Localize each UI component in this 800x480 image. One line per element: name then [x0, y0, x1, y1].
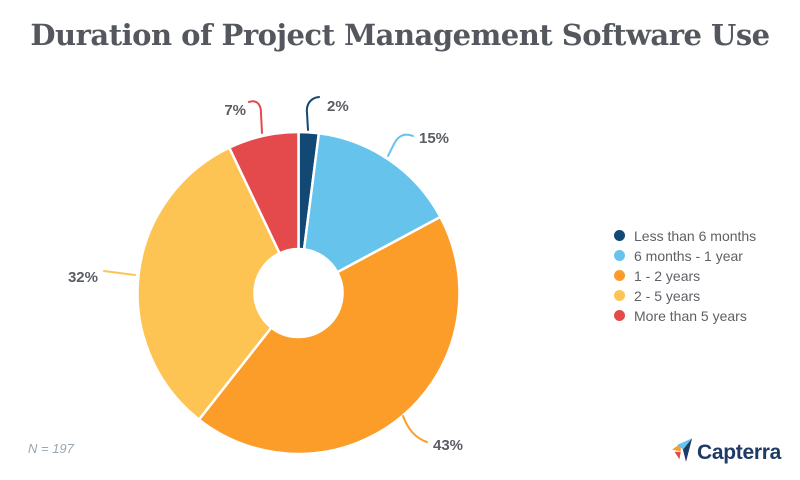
legend-label: More than 5 years [634, 307, 747, 324]
legend-dot-icon [614, 290, 625, 302]
legend-item-3[interactable]: 2 - 5 years [614, 289, 756, 303]
legend-dot-icon [614, 230, 625, 242]
donut-slice-3[interactable] [136, 146, 281, 421]
pct-label-more-than-5-years: 7% [224, 102, 246, 119]
capterra-logo: Capterra [672, 438, 781, 463]
pct-label-1-2-years: 43% [433, 437, 463, 454]
legend-dot-icon [614, 250, 625, 262]
legend-item-2[interactable]: 1 - 2 years [614, 269, 756, 283]
donut-slice-4[interactable] [228, 130, 300, 255]
legend-label: Less than 6 months [634, 227, 757, 244]
donut-slices [136, 130, 461, 456]
pct-label-less-than-6-months: 2% [327, 98, 349, 115]
sample-size-note: N = 197 [28, 441, 74, 456]
capterra-arrow-icon [672, 438, 693, 462]
callout-line-less-than-6-months [305, 96, 320, 131]
legend-dot-icon [614, 270, 625, 282]
chart-legend: Less than 6 months 6 months - 1 year 1 - 2… [614, 229, 756, 323]
callout-line-6-months-1-year [387, 133, 414, 157]
legend-label: 1 - 2 years [634, 267, 701, 284]
callout-line-2-5-years [103, 270, 136, 276]
callout-line-more-than-5-years [248, 100, 263, 134]
callout-line-1-2-years [402, 415, 428, 443]
legend-label: 6 months - 1 year [634, 247, 743, 264]
legend-item-0[interactable]: Less than 6 months [614, 229, 756, 243]
pct-label-2-5-years: 32% [68, 269, 98, 286]
legend-item-4[interactable]: More than 5 years [614, 309, 756, 323]
chart-title: Duration of Project Management Software … [30, 18, 770, 52]
legend-dot-icon [614, 310, 625, 322]
legend-label: 2 - 5 years [634, 287, 701, 304]
pct-label-6-months-1-year: 15% [419, 130, 449, 147]
brand-name: Capterra [697, 440, 781, 464]
donut-slice-2[interactable] [197, 215, 461, 456]
legend-item-1[interactable]: 6 months - 1 year [614, 249, 756, 263]
donut-slice-1[interactable] [302, 132, 442, 274]
